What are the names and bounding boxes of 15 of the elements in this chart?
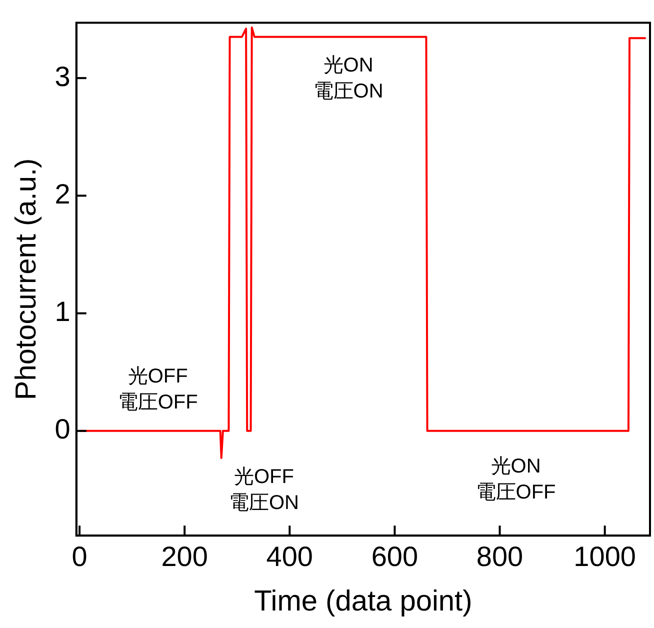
annotation: 光OFF 電圧OFF [118,365,198,414]
x-tick-label: 600 [371,541,418,572]
annotation: 光OFF 電圧ON [228,466,299,514]
x-tick-label: 1000 [574,541,636,572]
y-tick-label: 2 [54,178,70,210]
x-tick-label: 400 [266,541,314,572]
y-tick-label: 1 [54,296,70,328]
y-tick-label: 0 [54,414,70,445]
annotation: 光ON 電圧OFF [476,456,556,504]
x-axis-title: Time (data point) [254,586,472,618]
x-tick-label: 800 [476,541,524,572]
annotation: 光ON 電圧ON [313,54,384,103]
y-tick-label: 3 [54,60,70,92]
x-tick-label: 200 [161,541,208,572]
y-axis-title: Photocurrent (a.u.) [10,158,42,400]
